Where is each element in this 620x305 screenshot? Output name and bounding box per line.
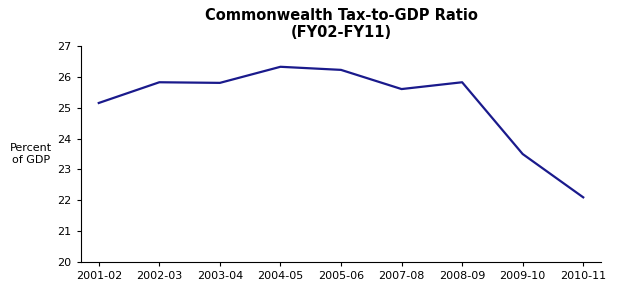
- Title: Commonwealth Tax-to-GDP Ratio
(FY02-FY11): Commonwealth Tax-to-GDP Ratio (FY02-FY11…: [205, 8, 477, 41]
- Y-axis label: Percent
of GDP: Percent of GDP: [10, 143, 51, 165]
